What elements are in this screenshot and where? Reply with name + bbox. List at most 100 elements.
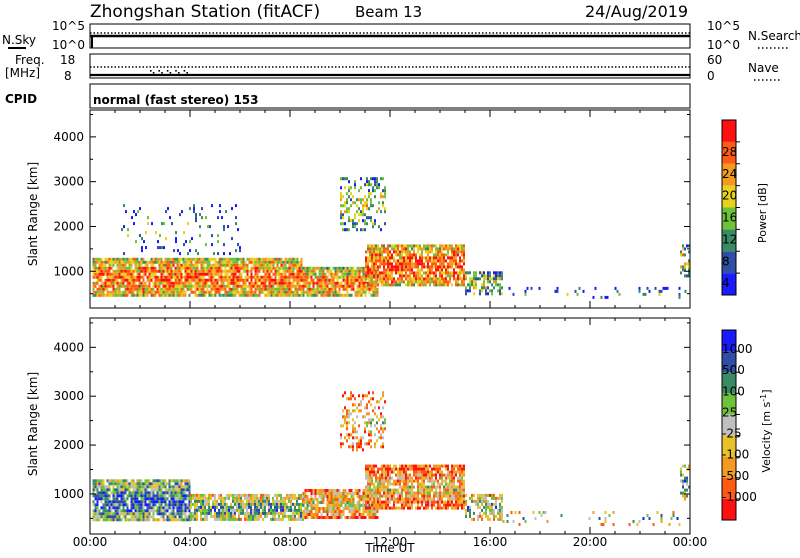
- data-cell: [372, 391, 374, 394]
- data-cell: [261, 288, 263, 291]
- data-cell: [345, 507, 347, 510]
- data-cell: [173, 500, 175, 503]
- data-cell: [276, 512, 278, 515]
- data-cell: [137, 258, 139, 261]
- data-cell: [419, 474, 421, 477]
- data-cell: [411, 253, 413, 256]
- data-cell: [173, 273, 175, 276]
- data-cell: [288, 506, 290, 509]
- data-cell: [425, 477, 427, 480]
- data-cell: [165, 518, 167, 521]
- data-cell: [451, 501, 453, 504]
- data-cell: [171, 258, 173, 261]
- data-cell: [238, 506, 240, 509]
- data-cell: [381, 486, 383, 489]
- data-cell: [109, 270, 111, 273]
- data-cell: [477, 506, 479, 509]
- data-cell: [387, 489, 389, 492]
- data-cell: [141, 237, 143, 240]
- data-cell: [447, 501, 449, 504]
- data-cell: [219, 288, 221, 291]
- data-cell: [167, 506, 169, 509]
- data-cell: [205, 282, 207, 285]
- data-cell: [513, 293, 515, 296]
- data-cell: [157, 509, 159, 512]
- data-cell: [535, 517, 537, 520]
- data-cell: [375, 480, 377, 483]
- data-cell: [383, 271, 385, 274]
- data-cell: [165, 294, 167, 297]
- data-cell: [218, 497, 220, 500]
- data-cell: [181, 288, 183, 291]
- data-cell: [381, 247, 383, 250]
- data-cell: [285, 261, 287, 264]
- data-cell: [177, 482, 179, 485]
- data-cell: [313, 513, 315, 516]
- data-cell: [329, 489, 331, 492]
- data-cell: [111, 285, 113, 288]
- data-cell: [163, 506, 165, 509]
- data-cell: [103, 285, 105, 288]
- data-cell: [345, 504, 347, 507]
- data-cell: [234, 503, 236, 506]
- data-cell: [401, 471, 403, 474]
- data-cell: [217, 234, 219, 237]
- data-cell: [245, 282, 247, 285]
- data-cell: [435, 489, 437, 492]
- data-cell: [371, 495, 373, 498]
- data-cell: [153, 500, 155, 503]
- data-cell: [370, 397, 372, 400]
- data-cell: [97, 270, 99, 273]
- data-cell: [443, 277, 445, 280]
- data-cell: [137, 210, 139, 213]
- data-cell: [477, 503, 479, 506]
- data-cell: [155, 291, 157, 294]
- data-cell: [451, 477, 453, 480]
- data-cell: [107, 276, 109, 279]
- data-cell: [125, 261, 127, 264]
- data-cell: [175, 258, 177, 261]
- data-cell: [684, 253, 686, 256]
- data-cell: [141, 270, 143, 273]
- data-cell: [347, 267, 349, 270]
- data-cell: [143, 276, 145, 279]
- data-cell: [385, 486, 387, 489]
- data-cell: [397, 253, 399, 256]
- data-cell: [376, 427, 378, 430]
- data-cell: [373, 492, 375, 495]
- data-cell: [375, 474, 377, 477]
- data-cell: [356, 228, 358, 231]
- data-cell: [481, 515, 483, 518]
- data-cell: [115, 270, 117, 273]
- data-cell: [305, 492, 307, 495]
- data-cell: [348, 436, 350, 439]
- data-cell: [291, 273, 293, 276]
- data-cell: [119, 276, 121, 279]
- data-cell: [291, 258, 293, 261]
- data-cell: [115, 488, 117, 491]
- data-cell: [427, 492, 429, 495]
- colorbar-tick-label: 4: [722, 276, 730, 290]
- data-cell: [447, 468, 449, 471]
- data-cell: [220, 503, 222, 506]
- data-cell: [245, 288, 247, 291]
- data-cell: [661, 290, 663, 293]
- data-cell: [177, 279, 179, 282]
- data-cell: [344, 222, 346, 225]
- data-cell: [97, 288, 99, 291]
- data-cell: [109, 282, 111, 285]
- data-cell: [429, 480, 431, 483]
- data-cell: [315, 504, 317, 507]
- data-cell: [127, 485, 129, 488]
- data-cell: [195, 270, 197, 273]
- data-cell: [519, 511, 521, 514]
- data-cell: [105, 261, 107, 264]
- data-cell: [278, 494, 280, 497]
- data-cell: [427, 256, 429, 259]
- data-cell: [165, 506, 167, 509]
- data-cell: [191, 288, 193, 291]
- data-cell: [305, 279, 307, 282]
- data-cell: [355, 282, 357, 285]
- data-cell: [111, 479, 113, 482]
- data-cell: [373, 271, 375, 274]
